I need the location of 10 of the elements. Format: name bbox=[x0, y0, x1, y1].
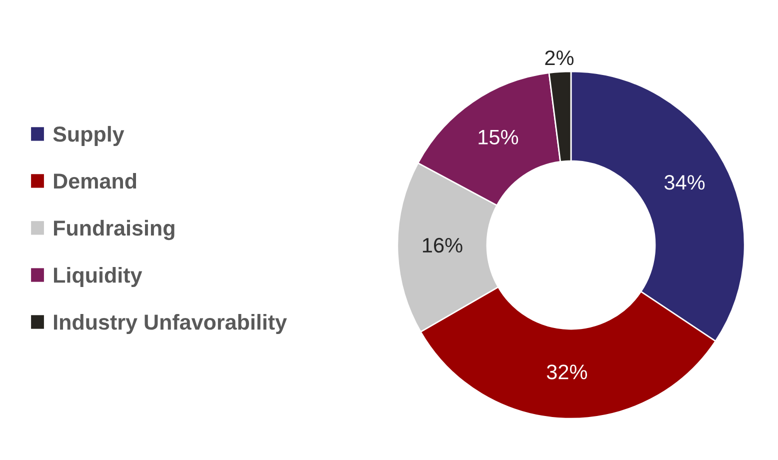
data-label: 16% bbox=[422, 238, 462, 253]
legend-label: Industry Unfavorability bbox=[54, 314, 287, 334]
legend-label: Liquidity bbox=[54, 266, 142, 288]
data-label: 15% bbox=[478, 130, 518, 145]
legend-label: Fundraising bbox=[54, 220, 174, 240]
data-label: 32% bbox=[546, 364, 588, 380]
legend-label: Supply bbox=[53, 126, 124, 146]
legend-label: Demand bbox=[54, 172, 136, 189]
data-label: 34% bbox=[664, 175, 705, 190]
data-label: 2% bbox=[545, 50, 574, 66]
